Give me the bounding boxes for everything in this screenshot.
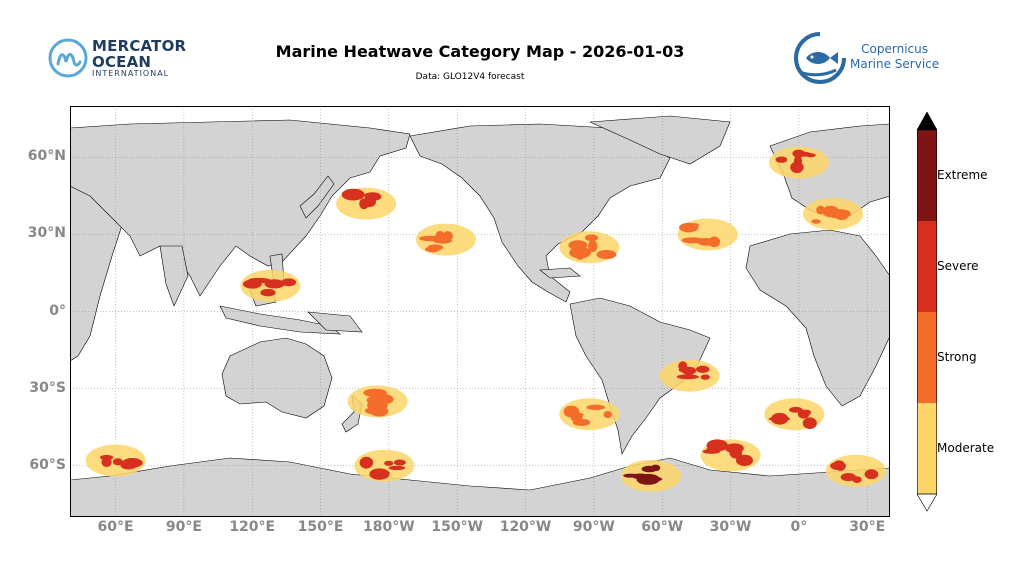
heatwave-layer [85, 146, 886, 492]
landmass-south-america [569, 297, 711, 455]
colorbar-graphic [916, 111, 938, 512]
longitude-tick-label: 180°W [363, 519, 415, 535]
landmass-caribbean [539, 267, 581, 279]
land-layer [69, 115, 891, 518]
landmass-africa-east [745, 229, 891, 407]
landmass-australia [221, 337, 333, 419]
heatwave-patch [803, 197, 864, 230]
colorbar-frame [917, 129, 937, 495]
latitude-tick-label: 30°N [27, 225, 66, 242]
colorbar-extend-top [916, 111, 938, 131]
colorbar-segment [917, 312, 937, 403]
heatwave-patch [677, 218, 738, 251]
mercator-logo-line1: MERCATOR [92, 37, 187, 55]
heatwave-patch [559, 231, 620, 264]
colorbar-extend-bottom [916, 493, 938, 512]
heatwave-patch [240, 269, 301, 302]
longitude-tick-label: 90°W [572, 519, 615, 535]
colorbar-segment [917, 130, 937, 221]
heatwave-patch [559, 398, 620, 431]
colorbar-category-label: Severe [937, 258, 979, 273]
longitude-tick-label: 60°W [641, 519, 684, 535]
colorbar-category-label: Strong [937, 349, 977, 364]
heatwave-patch [768, 146, 829, 179]
longitude-tick-label: 120°E [229, 519, 276, 535]
mercator-logo-line2: OCEAN [92, 53, 152, 71]
landmass-indonesia [219, 305, 341, 335]
colorbar-category-label: Moderate [937, 440, 995, 455]
landmass-new-guinea [307, 311, 363, 333]
copernicus-fish-icon [794, 32, 846, 84]
longitude-tick-label: 60°E [97, 519, 134, 535]
heatwave-patch [336, 187, 397, 220]
copernicus-logo-line1: Copernicus [861, 42, 928, 56]
heatwave-patch [620, 459, 681, 492]
mercator-emblem-icon [48, 38, 88, 78]
latitude-tick-label: 60°N [27, 148, 66, 165]
longitude-tick-label: 150°E [297, 519, 344, 535]
heatwave-patch [825, 454, 886, 487]
landmass-greenland [589, 115, 731, 165]
latitude-tick-label: 30°S [29, 379, 66, 396]
heatwave-patch [347, 385, 408, 418]
latitude-tick-label: 60°S [29, 456, 66, 473]
heatwave-patch [85, 444, 146, 477]
landmass-india [159, 245, 189, 307]
colorbar-category-label: Extreme [937, 167, 988, 182]
map-border [70, 106, 890, 517]
longitude-tick-label: 150°W [431, 519, 484, 535]
heatwave-patch [764, 398, 825, 431]
landmass-japan [299, 175, 335, 219]
heatwave-patch [354, 449, 415, 482]
longitude-tick-label: 30°E [849, 519, 886, 535]
mercator-ocean-logo: MERCATOR OCEAN INTERNATIONAL [46, 36, 196, 82]
copernicus-logo-line2: Marine Service [850, 57, 940, 71]
longitude-tick-label: 90°E [165, 519, 202, 535]
colorbar [916, 111, 938, 512]
longitude-tick-label: 120°W [499, 519, 552, 535]
map-frame [69, 106, 891, 518]
longitude-tick-label: 30°W [709, 519, 752, 535]
longitude-tick-label: 0° [790, 519, 808, 535]
mercator-logo-line3: INTERNATIONAL [92, 69, 170, 78]
latitude-tick-label: 0° [49, 302, 66, 319]
colorbar-segment [917, 403, 937, 494]
page-subtitle: Data: GLO12V4 forecast [415, 72, 525, 82]
colorbar-segment [917, 221, 937, 312]
page-title: Marine Heatwave Category Map - 2026-01-0… [275, 42, 685, 61]
heatwave-patch [700, 439, 761, 472]
heatwave-map [69, 106, 891, 518]
heatwave-patch [659, 359, 720, 392]
heatwave-patch [415, 223, 476, 256]
copernicus-marine-logo: Copernicus Marine Service [790, 28, 950, 88]
